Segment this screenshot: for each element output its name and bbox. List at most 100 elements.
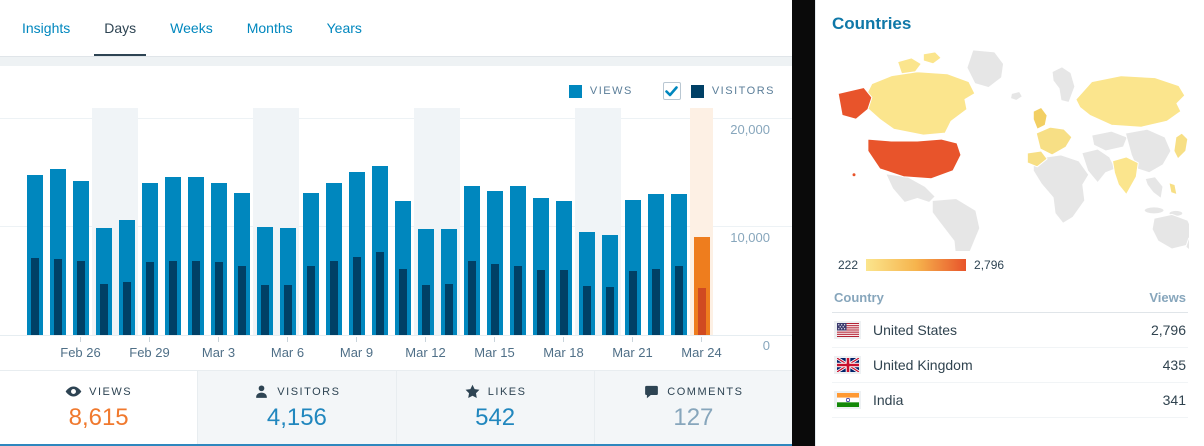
- map-country-japan: [1173, 132, 1189, 160]
- chart-day-column[interactable]: [253, 108, 276, 335]
- map-country-united-kingdom: [1032, 106, 1048, 130]
- chart-day-column[interactable]: [322, 108, 345, 335]
- visitors-bar[interactable]: [260, 285, 269, 335]
- visitors-bar[interactable]: [99, 283, 108, 335]
- countries-title: Countries: [832, 14, 912, 33]
- visitors-bar[interactable]: [536, 270, 545, 335]
- chart-day-column[interactable]: [598, 108, 621, 335]
- chart-day-column[interactable]: [391, 108, 414, 335]
- tab-years[interactable]: Years: [326, 20, 362, 36]
- map-country-russia: [1075, 75, 1186, 128]
- table-row[interactable]: United States 2,796: [832, 313, 1188, 348]
- summary-tile-likes[interactable]: LIKES 542: [395, 371, 594, 444]
- chart-day-column[interactable]: Feb 29: [129, 108, 170, 360]
- comments-label: COMMENTS: [667, 385, 744, 398]
- visitors-bar[interactable]: [145, 262, 154, 335]
- visitors-bar[interactable]: [375, 252, 384, 335]
- visitors-bar[interactable]: [30, 257, 39, 335]
- visitors-bar[interactable]: [168, 261, 177, 335]
- visitors-bar[interactable]: [651, 269, 660, 335]
- chart-day-column[interactable]: [299, 108, 322, 335]
- chart-day-column[interactable]: Mar 9: [340, 108, 373, 360]
- map-legend-max: 2,796: [974, 258, 1005, 272]
- countries-card: Countries: [815, 0, 1204, 446]
- chart-day-column[interactable]: [368, 108, 391, 335]
- table-row[interactable]: India 341: [832, 383, 1188, 418]
- chart-day-column[interactable]: [184, 108, 207, 335]
- visitors-bar[interactable]: [398, 269, 407, 335]
- x-axis-tick: [632, 337, 633, 342]
- x-axis-tick: [356, 337, 357, 342]
- summary-tile-visitors[interactable]: VISITORS 4,156: [197, 371, 396, 444]
- x-axis-label: Mar 18: [543, 345, 584, 360]
- x-axis-tick: [287, 337, 288, 342]
- chart-day-column[interactable]: [529, 108, 552, 335]
- chart-day-column[interactable]: Mar 24: [681, 108, 722, 360]
- chart-day-column[interactable]: Mar 6: [271, 108, 304, 360]
- table-row[interactable]: United Kingdom 435: [832, 348, 1188, 383]
- visitors-bar[interactable]: [76, 261, 85, 335]
- visitors-bar[interactable]: [306, 265, 315, 335]
- chart-day-column[interactable]: [667, 108, 690, 335]
- visitors-bar[interactable]: [53, 258, 62, 335]
- x-axis-label: Mar 6: [270, 345, 305, 360]
- chart-day-column[interactable]: [644, 108, 667, 335]
- map-country-united-states: [867, 138, 962, 180]
- comments-value: 127: [673, 404, 714, 431]
- visitors-bar[interactable]: [467, 261, 476, 335]
- visitors-bar[interactable]: [490, 263, 499, 335]
- chart-day-column[interactable]: [23, 108, 46, 335]
- visitors-bar[interactable]: [237, 265, 246, 335]
- chart-day-column[interactable]: Feb 26: [60, 108, 101, 360]
- visitors-bar[interactable]: [214, 262, 223, 335]
- tab-days[interactable]: Days: [94, 0, 147, 56]
- tab-insights[interactable]: Insights: [22, 20, 71, 36]
- x-axis-tick: [494, 337, 495, 342]
- tab-months[interactable]: Months: [246, 20, 293, 36]
- visitors-bar[interactable]: [329, 261, 338, 335]
- visitors-bar[interactable]: [697, 287, 706, 335]
- chart-day-column[interactable]: [230, 108, 253, 335]
- x-axis-tick: [425, 337, 426, 342]
- chart-day-column[interactable]: [161, 108, 184, 335]
- visitors-bar[interactable]: [352, 256, 361, 335]
- country-name: India: [873, 392, 904, 408]
- visitors-bar[interactable]: [582, 286, 591, 335]
- chart-day-column[interactable]: Mar 3: [202, 108, 235, 360]
- chart-day-column[interactable]: Mar 18: [543, 108, 584, 360]
- chart-day-column[interactable]: [575, 108, 598, 335]
- visitors-bar[interactable]: [122, 281, 131, 335]
- visitors-bar[interactable]: [191, 261, 200, 335]
- views-legend-swatch: [568, 84, 582, 98]
- chart-day-column[interactable]: [92, 108, 115, 335]
- chart-day-column[interactable]: Mar 21: [612, 108, 653, 360]
- chart-day-column[interactable]: [460, 108, 483, 335]
- map-central-asia: [1091, 130, 1128, 152]
- eye-icon: [65, 386, 82, 397]
- visitors-bar[interactable]: [421, 285, 430, 335]
- chart-day-column[interactable]: [115, 108, 138, 335]
- visitors-bar[interactable]: [444, 283, 453, 335]
- map-australia: [1151, 213, 1195, 250]
- visitors-label: VISITORS: [277, 385, 341, 398]
- visitors-checkbox[interactable]: [662, 82, 681, 100]
- chart-day-column[interactable]: [46, 108, 69, 335]
- chart-day-column[interactable]: [506, 108, 529, 335]
- visitors-bar[interactable]: [559, 270, 568, 335]
- summary-tile-comments[interactable]: COMMENTS 127: [593, 371, 792, 444]
- chart-day-column[interactable]: Mar 15: [474, 108, 515, 360]
- visitors-bar[interactable]: [283, 285, 292, 335]
- summary-tile-views[interactable]: VIEWS 8,615: [0, 371, 198, 444]
- map-legend: 222 2,796: [832, 258, 1188, 272]
- visitors-bar[interactable]: [605, 287, 614, 335]
- tab-weeks[interactable]: Weeks: [170, 20, 213, 36]
- person-icon: [256, 385, 268, 398]
- map-hawaii: [851, 172, 857, 178]
- visitors-bar[interactable]: [513, 265, 522, 335]
- chart-day-column[interactable]: Mar 12: [405, 108, 446, 360]
- map-africa: [1032, 154, 1090, 224]
- country-views: 2,796: [1150, 322, 1186, 338]
- visitors-bar[interactable]: [674, 265, 683, 335]
- chart-day-column[interactable]: [437, 108, 460, 335]
- visitors-bar[interactable]: [628, 271, 637, 335]
